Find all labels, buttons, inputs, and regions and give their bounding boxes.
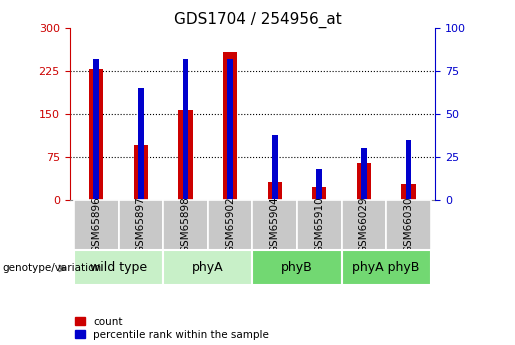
Text: phyA: phyA bbox=[192, 261, 224, 274]
Bar bbox=[223, 52, 237, 200]
Text: phyA phyB: phyA phyB bbox=[352, 261, 420, 274]
Text: GSM65898: GSM65898 bbox=[180, 197, 191, 254]
Bar bbox=[178, 110, 193, 200]
Bar bbox=[93, 59, 99, 200]
Bar bbox=[267, 182, 282, 200]
FancyBboxPatch shape bbox=[252, 250, 341, 285]
FancyBboxPatch shape bbox=[74, 200, 118, 250]
Bar bbox=[401, 184, 416, 200]
FancyBboxPatch shape bbox=[341, 200, 386, 250]
FancyBboxPatch shape bbox=[118, 200, 163, 250]
FancyBboxPatch shape bbox=[163, 250, 252, 285]
FancyBboxPatch shape bbox=[74, 250, 163, 285]
Text: genotype/variation: genotype/variation bbox=[3, 264, 101, 273]
Bar bbox=[89, 69, 104, 200]
FancyBboxPatch shape bbox=[297, 200, 341, 250]
Bar bbox=[138, 88, 144, 200]
Text: GSM65897: GSM65897 bbox=[136, 197, 146, 254]
Text: wild type: wild type bbox=[90, 261, 147, 274]
Bar bbox=[316, 169, 322, 200]
Bar bbox=[227, 59, 233, 200]
FancyBboxPatch shape bbox=[341, 250, 431, 285]
Legend: count, percentile rank within the sample: count, percentile rank within the sample bbox=[75, 317, 269, 340]
Text: phyB: phyB bbox=[281, 261, 313, 274]
FancyBboxPatch shape bbox=[386, 200, 431, 250]
Text: GSM65910: GSM65910 bbox=[314, 197, 324, 254]
Bar bbox=[134, 146, 148, 200]
FancyBboxPatch shape bbox=[163, 200, 208, 250]
Bar bbox=[312, 187, 327, 200]
Text: GDS1704 / 254956_at: GDS1704 / 254956_at bbox=[174, 12, 341, 28]
Bar bbox=[182, 59, 188, 200]
Text: GSM66029: GSM66029 bbox=[359, 197, 369, 254]
Text: GSM65896: GSM65896 bbox=[91, 197, 101, 254]
Text: GSM66030: GSM66030 bbox=[403, 197, 414, 253]
FancyBboxPatch shape bbox=[252, 200, 297, 250]
Text: GSM65902: GSM65902 bbox=[225, 197, 235, 254]
Bar bbox=[357, 163, 371, 200]
Text: GSM65904: GSM65904 bbox=[270, 197, 280, 254]
Bar bbox=[272, 135, 278, 200]
FancyBboxPatch shape bbox=[208, 200, 252, 250]
Bar bbox=[405, 140, 411, 200]
Bar bbox=[361, 148, 367, 200]
